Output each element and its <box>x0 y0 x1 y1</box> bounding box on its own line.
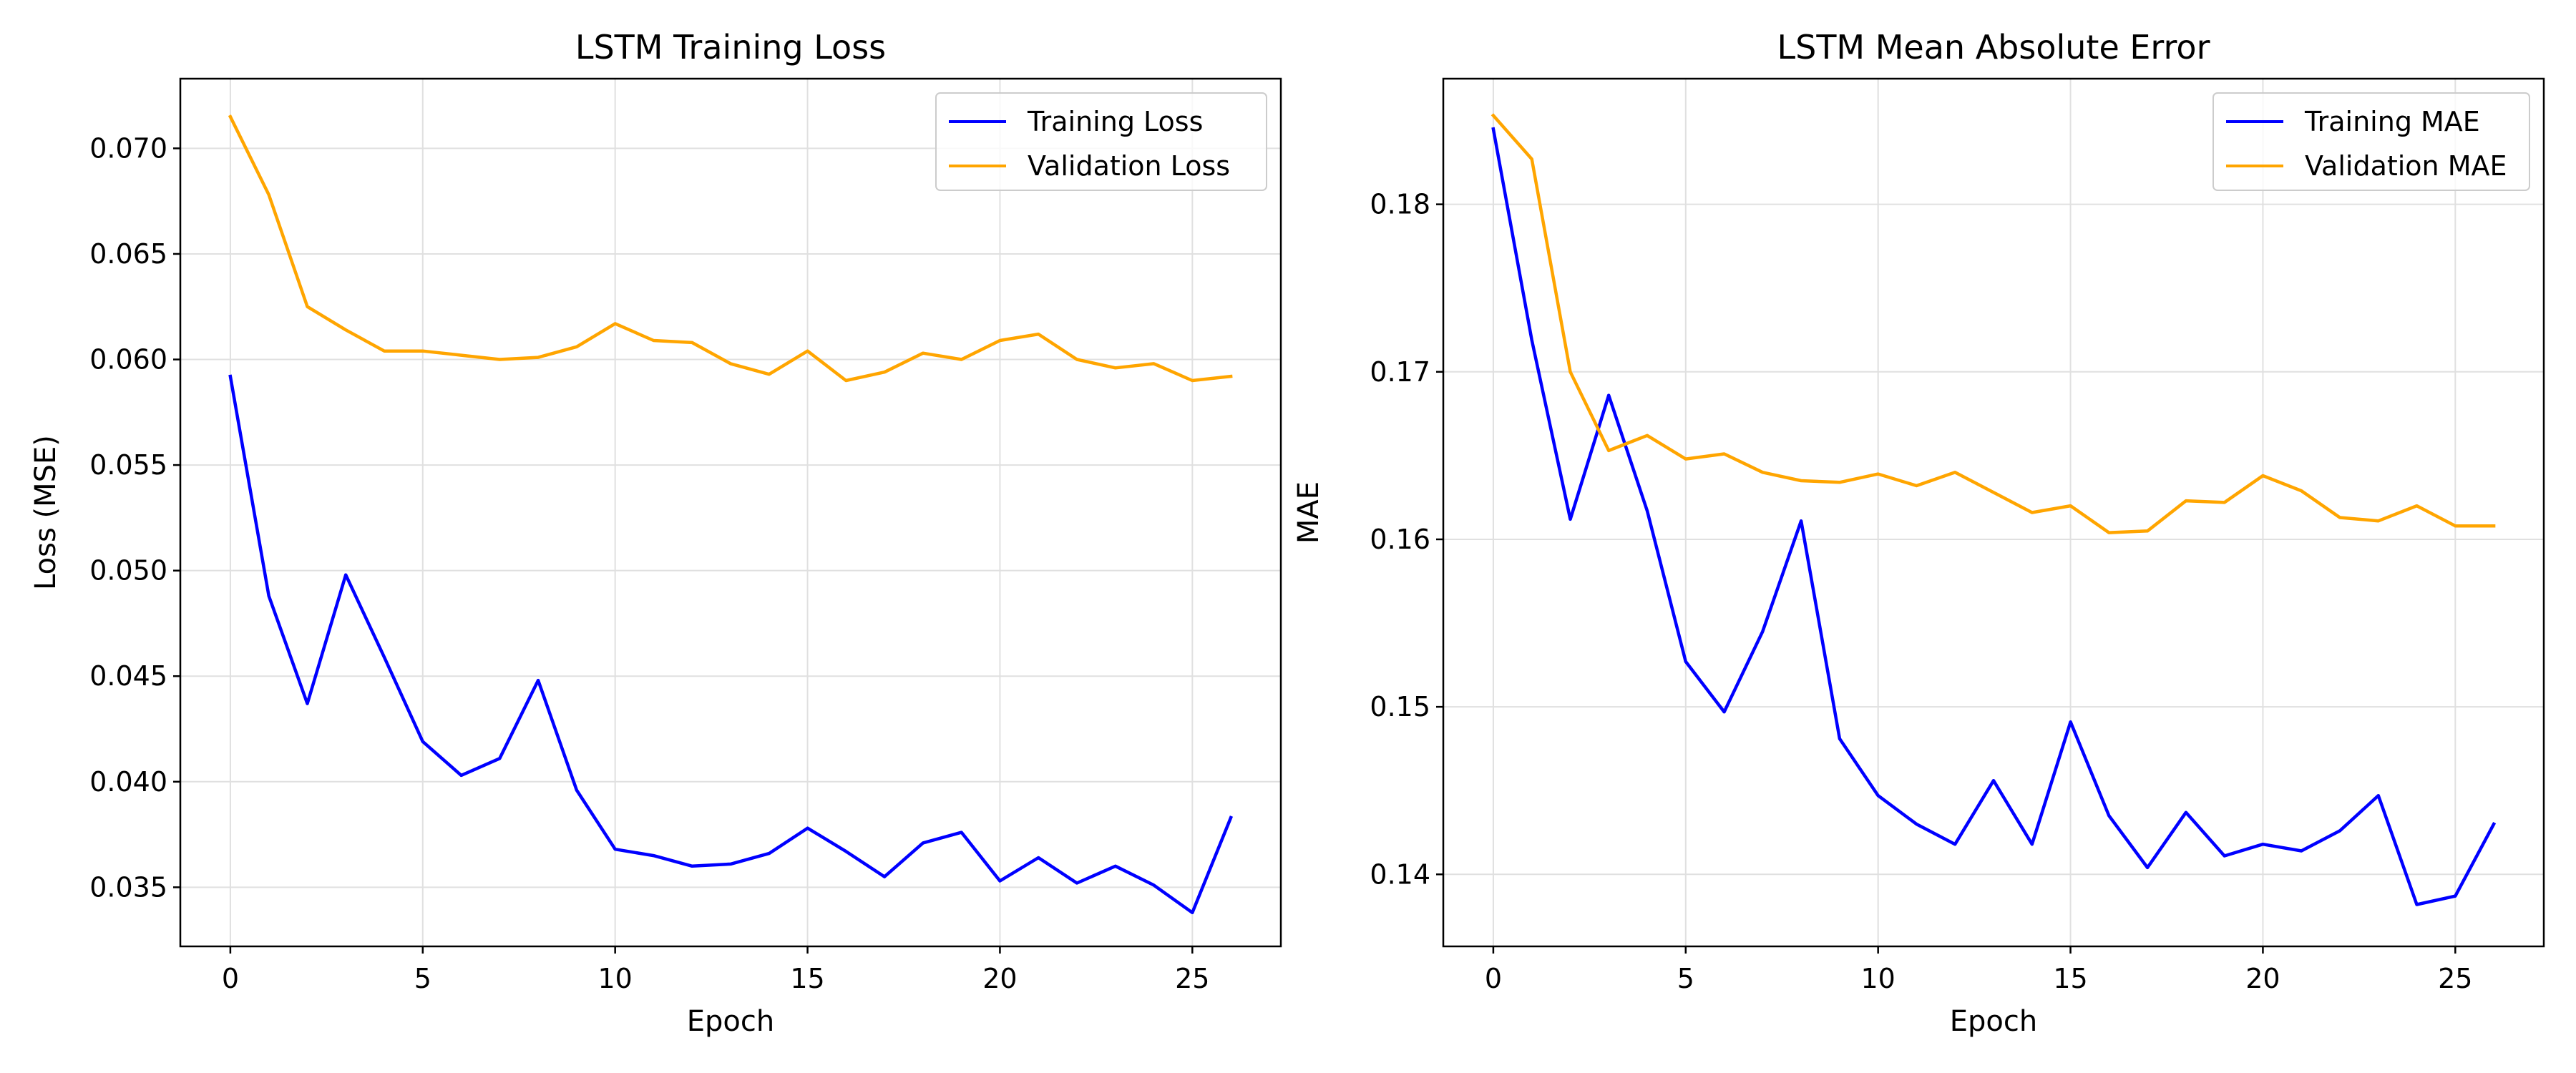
mae-chart-y-tick-label: 0.18 <box>1370 189 1430 220</box>
mae-chart-series-line-validation <box>1491 113 2496 534</box>
mae-chart-grid <box>1443 79 2544 946</box>
loss-chart-x-tick-label: 5 <box>414 963 431 994</box>
mae-chart-frame <box>1442 77 2545 948</box>
mae-chart-legend-label-training: Training MAE <box>2304 106 2480 137</box>
loss-chart-y-tick-label: 0.065 <box>89 238 167 270</box>
loss-chart-legend-label-training: Training Loss <box>1027 106 1203 137</box>
mae-chart-x-tick-label: 25 <box>2438 963 2472 994</box>
mae-chart-y-tick-label: 0.15 <box>1370 691 1430 722</box>
loss-chart-x-tick-label: 20 <box>982 963 1017 994</box>
loss-chart-panel: 0 5 10 15 20 25 0.035 0.040 0.045 0.050 0.055 0.060… <box>29 28 1282 1038</box>
mae-chart-x-tick-label: 20 <box>2245 963 2280 994</box>
loss-chart-series-line-training <box>228 374 1234 915</box>
mae-chart-series <box>1491 113 2497 906</box>
loss-chart-x-tick-label: 0 <box>222 963 239 994</box>
loss-chart-title: LSTM Training Loss <box>575 28 886 67</box>
loss-chart-x-axis-label: Epoch <box>687 1005 774 1038</box>
loss-chart-y-tick-label: 0.055 <box>89 449 167 481</box>
mae-chart-y-tick-label: 0.14 <box>1370 858 1430 890</box>
loss-chart-legend: Training Loss Validation Loss <box>935 92 1267 191</box>
loss-chart-y-tick-label: 0.050 <box>89 555 167 587</box>
loss-chart-series <box>228 114 1234 915</box>
mae-chart-ticks: 0 5 10 15 20 25 0.14 0.15 0.16 0.17 0.18 <box>1370 189 2472 994</box>
loss-chart-frame <box>179 77 1282 948</box>
loss-chart-y-tick-label: 0.060 <box>89 344 167 376</box>
loss-chart-y-axis-label: Loss (MSE) <box>29 435 62 590</box>
loss-chart-ticks: 0 5 10 15 20 25 0.035 0.040 0.045 0.050 0.055 0.060… <box>89 132 1209 994</box>
mae-chart-x-axis-label: Epoch <box>1950 1005 2037 1038</box>
mae-chart-y-axis-label: MAE <box>1292 481 1325 544</box>
mae-chart-y-tick-label: 0.16 <box>1370 524 1430 555</box>
mae-chart-x-tick-label: 5 <box>1677 963 1694 994</box>
loss-chart-series-line-validation <box>228 114 1233 383</box>
mae-chart-x-tick-label: 10 <box>1860 963 1895 994</box>
mae-chart-x-tick-label: 0 <box>1485 963 1502 994</box>
loss-chart-legend-box <box>935 92 1267 191</box>
mae-chart-legend-label-validation: Validation MAE <box>2305 150 2507 182</box>
mae-chart-panel: 0 5 10 15 20 25 0.14 0.15 0.16 0.17 0.18 LSTM Mean… <box>1292 28 2545 1038</box>
loss-chart-y-tick-label: 0.040 <box>89 766 167 798</box>
loss-chart-y-tick-label: 0.035 <box>89 871 167 903</box>
mae-chart-legend: Training MAE Validation MAE <box>2212 92 2530 191</box>
loss-chart-legend-label-validation: Validation Loss <box>1028 150 1230 182</box>
mae-chart-y-tick-label: 0.17 <box>1370 356 1430 388</box>
loss-chart-y-tick-label: 0.045 <box>89 660 167 692</box>
mae-chart-series-line-training <box>1491 127 2497 906</box>
mae-chart-legend-box <box>2212 92 2530 191</box>
loss-chart-y-tick-label: 0.070 <box>89 132 167 164</box>
loss-chart-x-tick-label: 15 <box>790 963 824 994</box>
loss-chart-x-tick-label: 25 <box>1175 963 1209 994</box>
mae-chart-x-tick-label: 15 <box>2053 963 2087 994</box>
loss-chart-x-tick-label: 10 <box>597 963 632 994</box>
mae-chart-title: LSTM Mean Absolute Error <box>1777 28 2210 67</box>
